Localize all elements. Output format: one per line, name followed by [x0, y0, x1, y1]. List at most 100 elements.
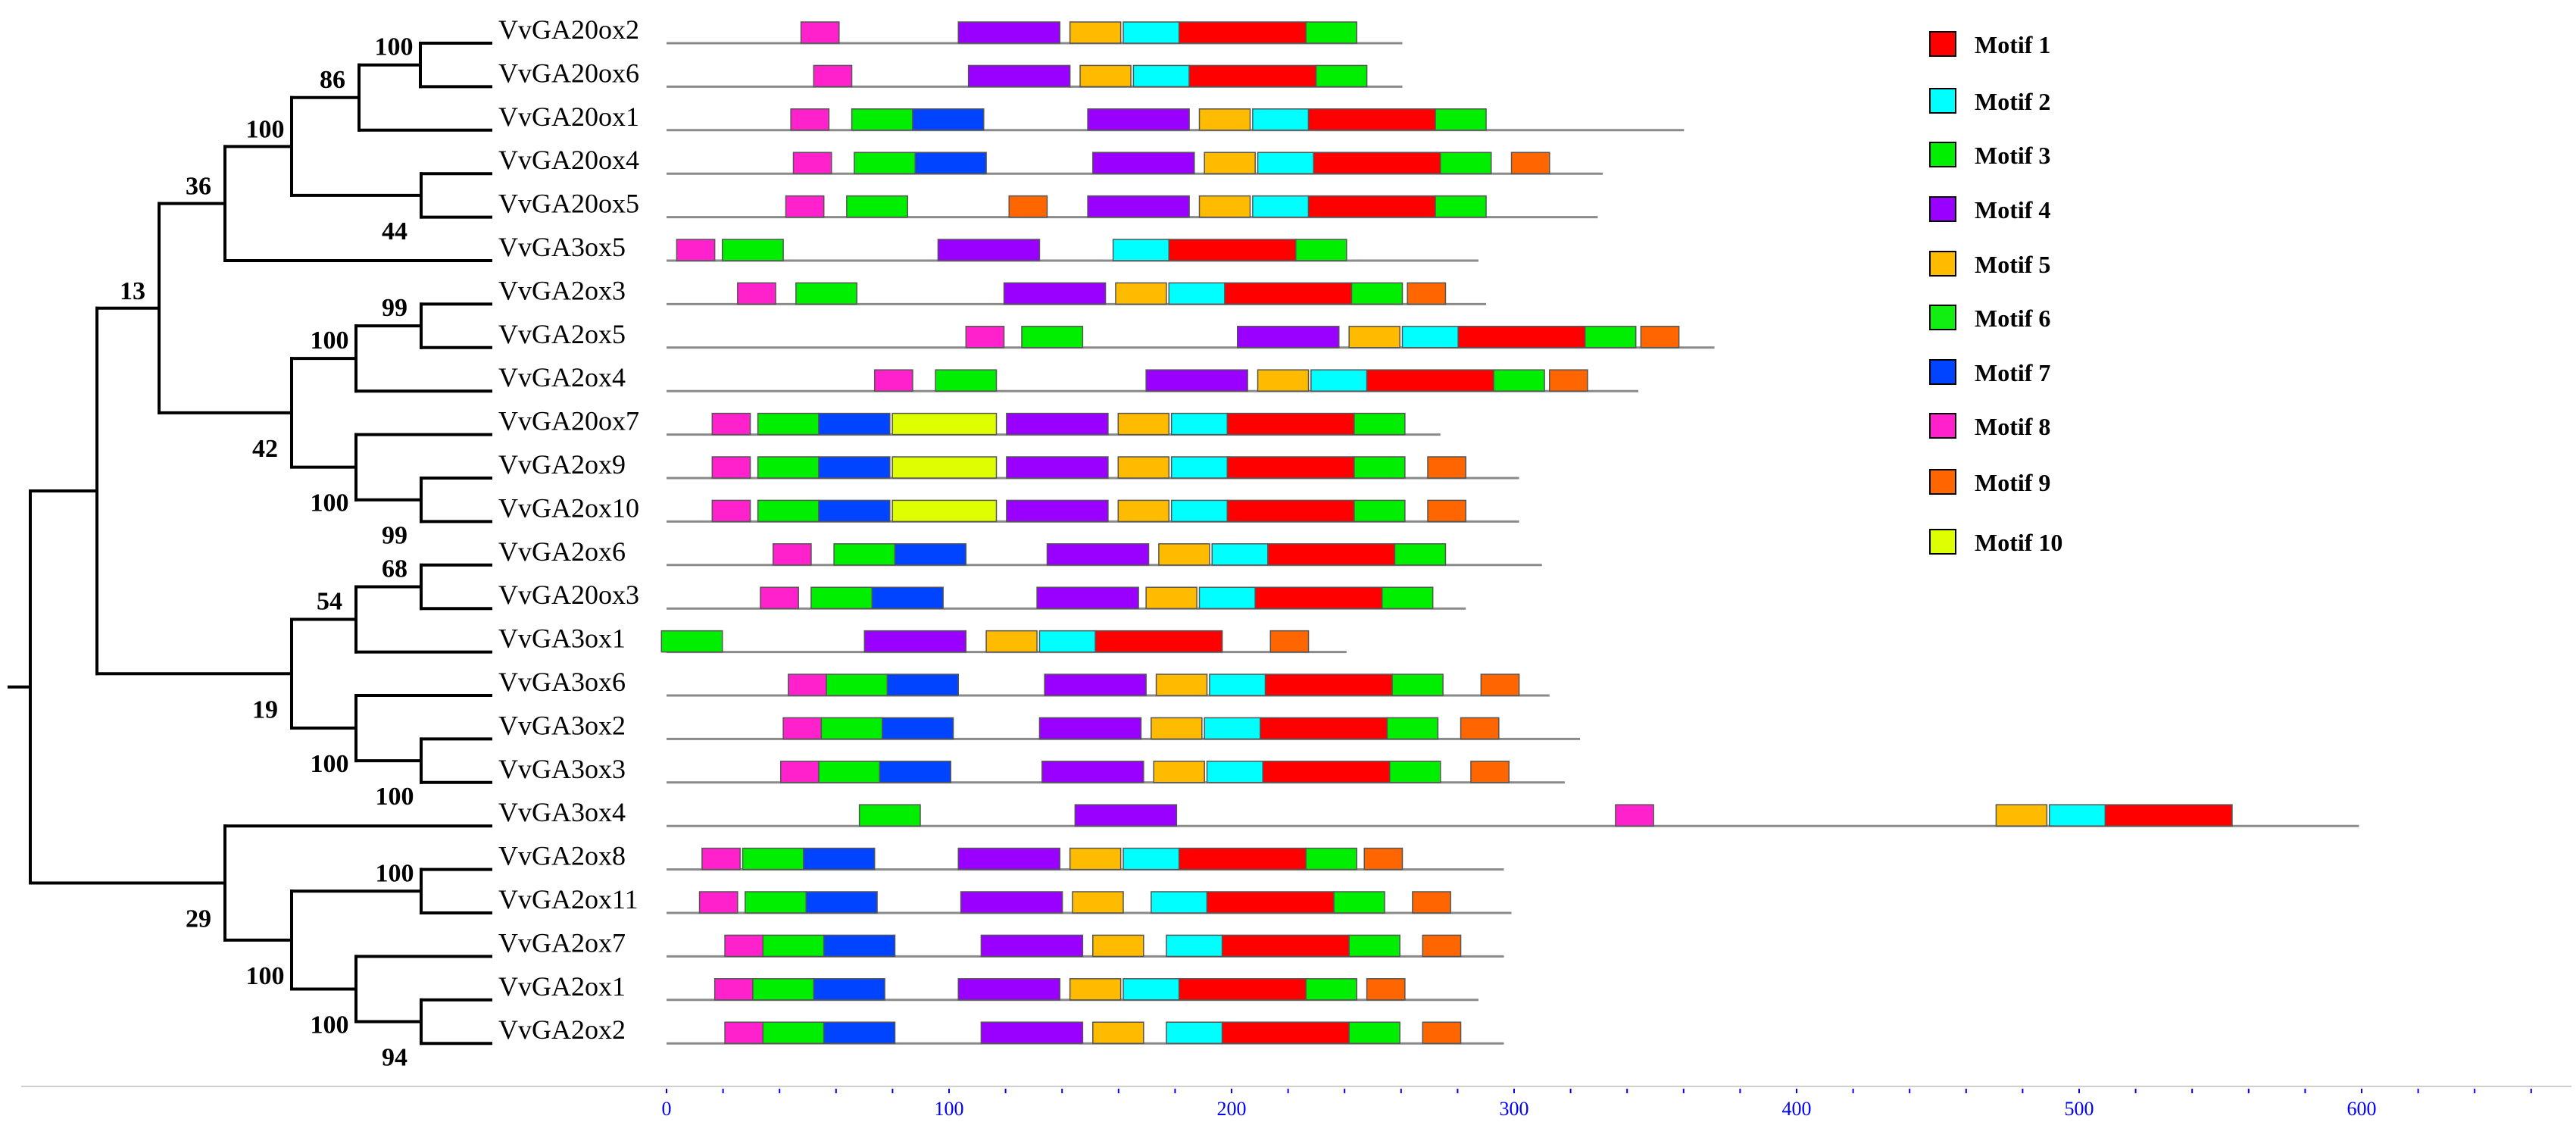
motif-3-box [757, 412, 820, 436]
motif-8-box [790, 108, 830, 131]
gene-label: VvGA20ox7 [498, 406, 639, 436]
motif-9-box [1269, 630, 1310, 653]
motif-3-box [1354, 499, 1406, 523]
motif-3-box [1584, 326, 1637, 349]
motif-5-box [1995, 804, 2048, 827]
gene-row: VvGA2ox5 [498, 319, 1715, 349]
motif-5-box [1069, 21, 1122, 44]
motif-1-box [1307, 195, 1436, 218]
motif-legend: Motif 1 Motif 2 Motif 3 Motif 4 Motif 5 Motif… [1929, 31, 2062, 556]
motif-3-box [1354, 456, 1406, 479]
tree-node: 100 [311, 955, 492, 1039]
bootstrap-value: 99 [382, 522, 407, 550]
gene-row: VvGA2ox4 [498, 362, 1639, 392]
gene-label: VvGA2ox6 [498, 536, 626, 567]
motif-8-box [711, 412, 751, 436]
legend-swatch [1929, 196, 1956, 222]
gene-row: VvGA2ox7 [498, 927, 1504, 958]
legend-swatch [1929, 142, 1956, 167]
motif-3-box [1295, 239, 1347, 261]
motif-2-box [1112, 239, 1170, 261]
gene-label: VvGA2ox2 [498, 1014, 626, 1045]
motif-8-box [711, 456, 751, 479]
bootstrap-value: 100 [311, 1011, 349, 1039]
motif-1-box [1178, 21, 1307, 44]
motif-7-box [886, 674, 959, 696]
motif-7-box [818, 499, 891, 523]
motif-4-box [957, 847, 1060, 871]
motif-8-box [780, 761, 820, 783]
motif-7-box [818, 412, 891, 436]
motif-2-box [1257, 152, 1315, 174]
legend-swatch [1929, 469, 1956, 495]
motif-9-box [1549, 369, 1588, 392]
gene-label: VvGA3ox3 [498, 754, 626, 784]
motif-3-box [851, 108, 913, 131]
motif-2-box [1252, 195, 1310, 218]
legend-label: Motif 5 [1975, 251, 2050, 278]
tree-node: 100 [376, 737, 492, 811]
motif-5-box [1151, 717, 1203, 740]
gene-row: VvGA20ox7 [498, 406, 1441, 436]
motif-8-box [698, 891, 738, 914]
gene-label: VvGA20ox5 [498, 189, 639, 219]
gene-label: VvGA20ox2 [498, 14, 639, 45]
bootstrap-value: 86 [320, 66, 345, 94]
gene-label: VvGA2ox4 [498, 362, 626, 392]
motif-5-box [1079, 64, 1132, 88]
motif-3-box [818, 761, 881, 783]
motif-8-box [788, 674, 827, 696]
motif-1-box [1221, 1021, 1350, 1044]
legend-item: Motif 1 [1929, 31, 2050, 58]
motif-4-box [1003, 282, 1107, 305]
motif-2-box [2049, 804, 2106, 827]
gene-label: VvGA2ox11 [498, 884, 639, 914]
motif-4-box [957, 978, 1060, 1001]
motif-7-box [823, 934, 896, 958]
motif-9-box [1407, 282, 1447, 305]
motif-2-box [1166, 1021, 1223, 1044]
motif-3-box [1348, 934, 1400, 958]
axis-tick-label: 200 [1217, 1098, 1247, 1120]
motif-2-box [1252, 108, 1310, 131]
motif-5-box [1198, 195, 1251, 218]
motif-9-box [1412, 891, 1451, 914]
motif-1-box [1226, 412, 1355, 436]
motif-3-box [1305, 21, 1357, 44]
gene-row: VvGA3ox2 [498, 710, 1580, 740]
motif-5-box [1092, 934, 1144, 958]
motif-5-box [1257, 369, 1310, 392]
motif-3-box [833, 543, 896, 566]
gene-row: VvGA2ox1 [498, 971, 1478, 1002]
bootstrap-value: 100 [375, 33, 414, 61]
motif-3-box [810, 586, 873, 609]
motif-3-box [762, 1021, 825, 1044]
motif-3-box [1391, 674, 1444, 696]
bootstrap-value: 94 [382, 1044, 407, 1072]
bootstrap-value: 99 [382, 294, 407, 322]
legend-label: Motif 6 [1975, 305, 2050, 332]
gene-row: VvGA3ox1 [498, 624, 1347, 654]
motif-2-box [1209, 674, 1266, 696]
legend-item: Motif 8 [1929, 413, 2050, 440]
tree-node: 54 [317, 585, 492, 654]
tree-node: 100 [311, 433, 492, 517]
motif-7-box [882, 717, 954, 740]
motif-5-box [1204, 152, 1256, 174]
motif-1-box [1206, 891, 1335, 914]
motif-3-box [826, 674, 888, 696]
motif-4-box [980, 1021, 1084, 1044]
bootstrap-value: 13 [120, 277, 145, 305]
motif-8-box [676, 239, 716, 261]
gene-label: VvGA3ox5 [498, 232, 626, 262]
gene-label: VvGA20ox4 [498, 145, 639, 175]
gene-label: VvGA3ox1 [498, 624, 626, 654]
legend-label: Motif 7 [1975, 359, 2050, 386]
motif-1-box [1178, 978, 1307, 1001]
bootstrap-value: 54 [317, 588, 342, 616]
gene-label: VvGA20ox3 [498, 580, 639, 610]
motif-1-box [1094, 630, 1223, 653]
motif-5-box [1198, 108, 1251, 131]
motif-2-box [1038, 630, 1096, 653]
motif-3-box [1333, 891, 1385, 914]
